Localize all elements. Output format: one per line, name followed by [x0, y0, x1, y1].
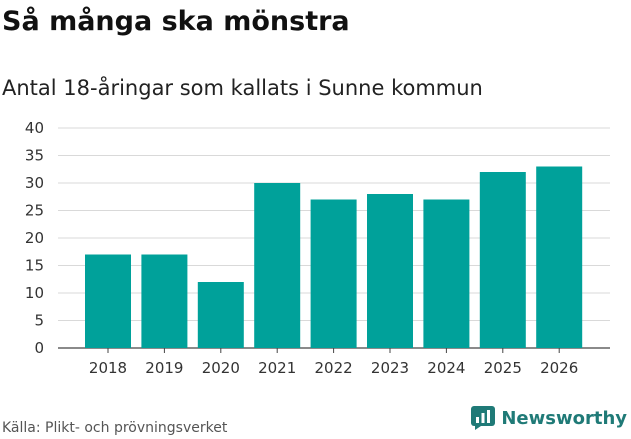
bars: [85, 166, 583, 348]
x-tick-label: 2022: [315, 359, 353, 377]
bar-2019: [141, 254, 188, 348]
bar-2024: [423, 199, 470, 348]
y-tick-label: 5: [34, 312, 44, 330]
source-note: Källa: Plikt- och prövningsverket: [2, 420, 228, 436]
x-tick-label: 2020: [202, 359, 240, 377]
bar-2026: [536, 166, 583, 348]
y-tick-label: 20: [25, 229, 44, 247]
newsworthy-logo-text: Newsworthy: [501, 407, 627, 429]
bar-2022: [310, 199, 357, 348]
x-tick-label: 2021: [258, 359, 296, 377]
x-tick-label: 2018: [89, 359, 127, 377]
y-tick-label: 40: [25, 119, 44, 137]
bar-2020: [197, 282, 244, 348]
x-tick-label: 2023: [371, 359, 409, 377]
chart-title: Så många ska mönstra: [2, 6, 350, 37]
y-tick-label: 25: [25, 202, 44, 220]
x-tick-label: 2025: [484, 359, 522, 377]
newsworthy-logo: Newsworthy: [471, 406, 627, 430]
y-tick-label: 10: [25, 284, 44, 302]
y-tick-label: 30: [25, 174, 44, 192]
bar-2025: [479, 172, 526, 348]
y-tick-label: 0: [34, 339, 44, 357]
x-axis-ticks: 2018 2019 2020 2021 2022 2023 2024 2025 2026: [89, 348, 578, 377]
y-tick-label: 35: [25, 147, 44, 165]
x-tick-label: 2019: [145, 359, 183, 377]
chart-subtitle: Antal 18-åringar som kallats i Sunne kom…: [2, 76, 483, 100]
bar-2023: [367, 194, 413, 348]
y-axis-ticks: 0 5 10 15 20 25 30 35 40: [25, 119, 44, 357]
bar-2021: [254, 183, 301, 348]
x-tick-label: 2024: [427, 359, 465, 377]
y-tick-label: 15: [25, 257, 44, 275]
newsworthy-logo-icon: [471, 406, 496, 430]
bar-2018: [85, 254, 131, 348]
x-tick-label: 2026: [540, 359, 578, 377]
